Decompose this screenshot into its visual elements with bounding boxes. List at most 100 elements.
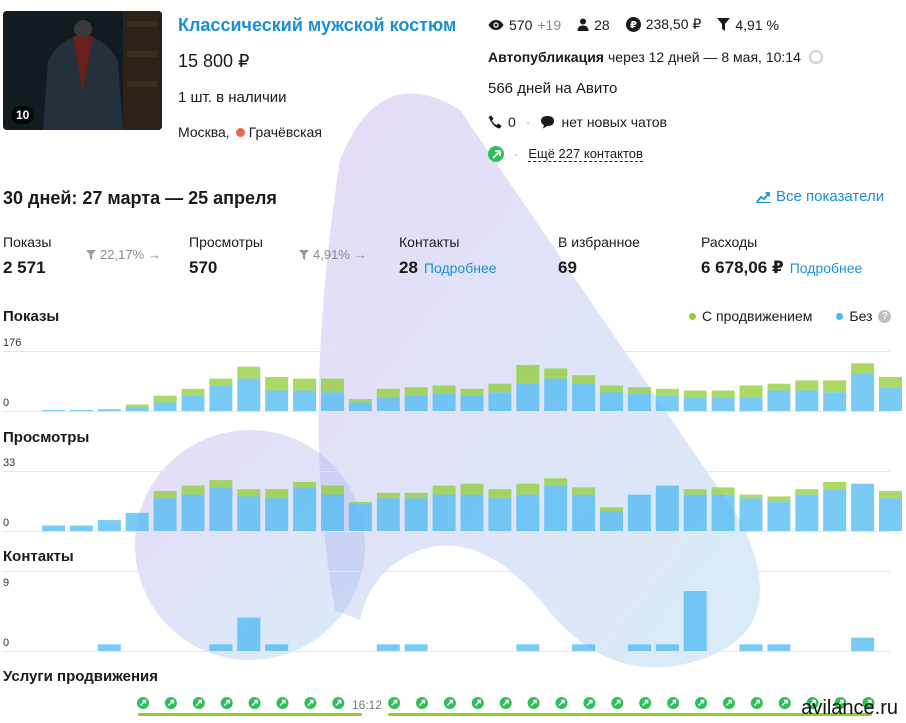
bar-promo[interactable] [767, 383, 791, 391]
contacts-details-link[interactable]: Подробнее [423, 260, 497, 276]
bar-promo[interactable] [600, 385, 623, 393]
help-icon[interactable]: ? [878, 309, 892, 323]
bar-no-promo[interactable] [488, 498, 512, 531]
bar-promo[interactable] [293, 378, 317, 391]
bar-no-promo[interactable] [42, 525, 65, 531]
bar-promo[interactable] [125, 404, 149, 407]
bar-no-promo[interactable] [739, 498, 763, 531]
bar-no-promo[interactable] [767, 390, 791, 411]
bar-no-promo[interactable] [795, 494, 819, 531]
bar-no-promo[interactable] [153, 498, 177, 531]
bar-promo[interactable] [376, 492, 400, 499]
listing-title[interactable]: Классический мужской костюм [178, 15, 457, 35]
bar-no-promo[interactable] [321, 494, 344, 531]
bar-no-promo[interactable] [348, 402, 372, 411]
bar-promo[interactable] [795, 489, 819, 495]
settings-icon[interactable] [808, 50, 823, 64]
bar-no-promo[interactable] [655, 644, 679, 651]
bar-promo[interactable] [265, 489, 289, 499]
bar-no-promo[interactable] [237, 496, 261, 531]
bar-no-promo[interactable] [572, 644, 596, 651]
bar-no-promo[interactable] [488, 392, 512, 411]
bar-promo[interactable] [544, 368, 568, 379]
bar-promo[interactable] [767, 496, 791, 502]
bar-promo[interactable] [181, 485, 205, 495]
bar-no-promo[interactable] [404, 644, 428, 651]
bar-no-promo[interactable] [265, 498, 289, 531]
bar-no-promo[interactable] [823, 489, 847, 531]
bar-promo[interactable] [404, 387, 428, 396]
bar-no-promo[interactable] [600, 511, 623, 531]
bar-no-promo[interactable] [293, 487, 317, 531]
bar-no-promo[interactable] [209, 487, 233, 531]
bar-no-promo[interactable] [265, 390, 289, 411]
bar-no-promo[interactable] [767, 644, 791, 651]
bar-promo[interactable] [711, 390, 735, 398]
bar-no-promo[interactable] [516, 644, 540, 651]
bar-promo[interactable] [404, 492, 428, 499]
bar-no-promo[interactable] [851, 483, 875, 531]
bar-no-promo[interactable] [572, 494, 596, 531]
bar-promo[interactable] [600, 507, 623, 511]
bar-no-promo[interactable] [97, 644, 121, 651]
bar-promo[interactable] [851, 363, 875, 374]
bar-promo[interactable] [237, 489, 261, 497]
bar-promo[interactable] [432, 485, 456, 495]
listing-photo[interactable]: 10 [3, 11, 162, 130]
bar-no-promo[interactable] [851, 637, 875, 651]
bar-promo[interactable] [488, 489, 512, 499]
bar-no-promo[interactable] [321, 392, 344, 411]
bar-promo[interactable] [181, 388, 205, 396]
bar-no-promo[interactable] [655, 395, 679, 411]
bar-promo[interactable] [572, 375, 596, 384]
bar-no-promo[interactable] [265, 644, 289, 651]
bar-promo[interactable] [739, 494, 763, 499]
bar-no-promo[interactable] [627, 644, 651, 651]
bar-promo[interactable] [711, 487, 735, 495]
bar-no-promo[interactable] [97, 520, 121, 531]
bar-no-promo[interactable] [572, 383, 596, 411]
bar-no-promo[interactable] [460, 395, 484, 411]
bar-no-promo[interactable] [823, 392, 847, 411]
bar-promo[interactable] [488, 383, 512, 393]
bar-no-promo[interactable] [432, 494, 456, 531]
bar-promo[interactable] [739, 385, 763, 398]
bar-no-promo[interactable] [376, 644, 400, 651]
bar-promo[interactable] [209, 378, 233, 386]
bar-no-promo[interactable] [795, 390, 819, 411]
bar-no-promo[interactable] [181, 494, 205, 531]
bar-promo[interactable] [265, 376, 289, 391]
bar-no-promo[interactable] [739, 397, 763, 411]
bar-promo[interactable] [237, 366, 261, 379]
bar-no-promo[interactable] [125, 512, 149, 531]
bar-promo[interactable] [153, 395, 177, 403]
bar-no-promo[interactable] [739, 644, 763, 651]
bar-no-promo[interactable] [683, 591, 707, 651]
bar-promo[interactable] [516, 364, 540, 384]
bar-no-promo[interactable] [767, 501, 791, 531]
bar-no-promo[interactable] [516, 494, 540, 531]
bar-promo[interactable] [209, 480, 233, 488]
bar-promo[interactable] [627, 387, 651, 394]
bar-promo[interactable] [683, 390, 707, 398]
bar-promo[interactable] [655, 388, 679, 396]
bar-no-promo[interactable] [69, 525, 93, 531]
bar-promo[interactable] [460, 483, 484, 495]
bar-promo[interactable] [321, 378, 344, 393]
bar-promo[interactable] [823, 380, 847, 393]
bar-no-promo[interactable] [69, 409, 93, 411]
all-metrics-link[interactable]: Все показатели [756, 188, 884, 205]
bar-promo[interactable] [879, 376, 902, 388]
bar-no-promo[interactable] [627, 494, 651, 531]
bar-promo[interactable] [153, 491, 177, 499]
bar-promo[interactable] [572, 487, 596, 495]
bar-no-promo[interactable] [544, 378, 568, 411]
bar-no-promo[interactable] [348, 503, 372, 531]
bar-no-promo[interactable] [683, 397, 707, 411]
bar-no-promo[interactable] [376, 498, 400, 531]
bar-promo[interactable] [293, 481, 317, 488]
bar-no-promo[interactable] [516, 383, 540, 411]
bar-no-promo[interactable] [237, 617, 261, 651]
bar-no-promo[interactable] [293, 390, 317, 411]
more-contacts-link[interactable]: Ещё 227 контактов [528, 146, 643, 162]
